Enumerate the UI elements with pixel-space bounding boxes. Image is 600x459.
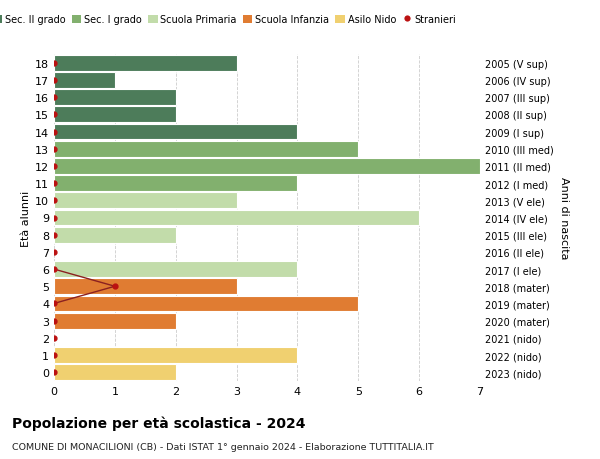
Bar — [54, 210, 419, 226]
Bar — [54, 176, 298, 191]
Bar — [54, 364, 176, 381]
Bar — [54, 193, 236, 209]
Y-axis label: Anni di nascita: Anni di nascita — [559, 177, 569, 259]
Text: Popolazione per età scolastica - 2024: Popolazione per età scolastica - 2024 — [12, 415, 305, 430]
Bar — [54, 347, 298, 363]
Bar — [54, 159, 480, 174]
Bar — [54, 279, 236, 295]
Bar — [54, 73, 115, 89]
Bar — [54, 107, 176, 123]
Text: COMUNE DI MONACILIONI (CB) - Dati ISTAT 1° gennaio 2024 - Elaborazione TUTTITALI: COMUNE DI MONACILIONI (CB) - Dati ISTAT … — [12, 442, 434, 451]
Bar — [54, 90, 176, 106]
Legend: Sec. II grado, Sec. I grado, Scuola Primaria, Scuola Infanzia, Asilo Nido, Stran: Sec. II grado, Sec. I grado, Scuola Prim… — [0, 11, 460, 29]
Bar — [54, 262, 298, 277]
Y-axis label: Età alunni: Età alunni — [21, 190, 31, 246]
Bar — [54, 296, 358, 312]
Bar — [54, 227, 176, 243]
Bar — [54, 124, 298, 140]
Bar — [54, 141, 358, 157]
Bar — [54, 56, 236, 72]
Bar — [54, 313, 176, 329]
